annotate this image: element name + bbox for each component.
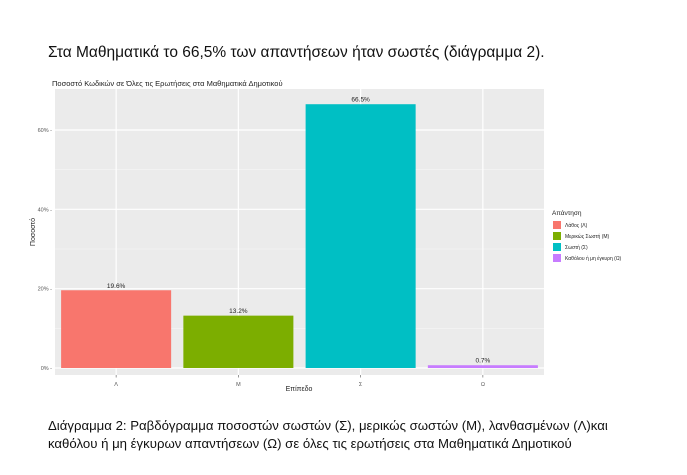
- y-tick-label: 0% -: [41, 366, 52, 372]
- legend-label: Μερικώς Σωστή (Μ): [565, 233, 610, 240]
- y-tick-label: 40% -: [38, 207, 53, 213]
- bar-3: [427, 365, 538, 368]
- legend-swatch: [553, 243, 561, 251]
- bar-0: [61, 290, 172, 368]
- bar-value-label: 13.2%: [229, 308, 248, 315]
- figure-caption: Διάγραμμα 2: Ραβδόγραμμα ποσοστών σωστών…: [48, 418, 608, 451]
- bar-2: [305, 104, 416, 368]
- page-heading: Στα Μαθηματικά το 66,5% των απαντήσεων ή…: [48, 44, 545, 61]
- chart-title: Ποσοστό Κωδικών σε Όλες τις Ερωτήσεις στ…: [52, 79, 283, 88]
- y-tick-label: 20% -: [38, 287, 53, 293]
- x-tick-label: Λ: [114, 382, 118, 388]
- legend-label: Καθόλου ή μη έγκυρη (Ω): [565, 255, 622, 262]
- legend-title: Απάντηση: [552, 209, 582, 217]
- y-tick-label: 60% -: [38, 128, 53, 134]
- y-axis-ticks: 0% - 20% - 40% - 60% -: [38, 128, 53, 372]
- legend-swatch: [553, 254, 561, 262]
- x-axis-label: Επίπεδο: [286, 385, 313, 393]
- legend-label: Λάθος (Λ): [565, 222, 588, 229]
- bar-value-label: 19.6%: [107, 283, 126, 290]
- x-tick-label: Μ: [236, 382, 241, 388]
- legend-swatch: [553, 221, 561, 229]
- x-tick-label: Ω: [481, 382, 485, 388]
- bar-value-label: 0.7%: [475, 358, 490, 365]
- legend-label: Σωστή (Σ): [565, 244, 588, 251]
- x-tick-label: Σ: [359, 382, 363, 388]
- legend-swatch: [553, 232, 561, 240]
- bar-value-label: 66.5%: [351, 97, 370, 104]
- y-axis-label: Ποσοστό: [29, 218, 37, 246]
- bars: [61, 104, 538, 368]
- bar-1: [183, 315, 294, 368]
- legend: Απάντηση Λάθος (Λ) Μερικώς Σωστή (Μ) Σωστή…: [552, 209, 622, 262]
- bar-value-labels: 19.6% 13.2% 66.5% 0.7%: [107, 97, 491, 365]
